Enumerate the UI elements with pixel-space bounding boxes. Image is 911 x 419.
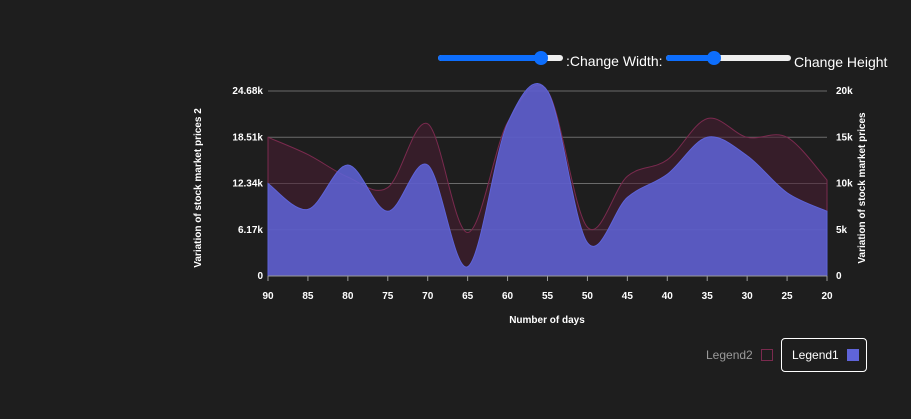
y-left-tick-label: 6.17k <box>238 225 263 236</box>
height-slider-thumb[interactable] <box>706 51 721 65</box>
x-tick-label: 90 <box>262 291 274 302</box>
y-right-tick-label: 5k <box>836 225 848 236</box>
y-right-tick-label: 0 <box>836 271 842 282</box>
x-tick-label: 45 <box>622 291 634 302</box>
series-area-legend1[interactable] <box>267 83 828 277</box>
height-slider[interactable] <box>666 51 791 65</box>
height-slider-label: Change Height <box>794 54 888 70</box>
x-tick-label: 80 <box>342 291 354 302</box>
legend-label-legend2: Legend2 <box>706 348 753 362</box>
legend-item-legend2[interactable]: Legend2 <box>706 338 773 372</box>
y-right-tick-label: 15k <box>836 132 853 143</box>
x-tick-label: 20 <box>821 291 833 302</box>
y-left-tick-label: 12.34k <box>232 179 263 190</box>
y-left-tick-label: 18.51k <box>232 132 263 143</box>
y-right-tick-label: 10k <box>836 179 853 190</box>
width-slider-fill <box>438 55 541 61</box>
x-tick-label: 60 <box>502 291 514 302</box>
x-axis-title: Number of days <box>509 315 585 326</box>
x-tick-label: 50 <box>582 291 594 302</box>
y-left-tick-label: 0 <box>257 271 263 282</box>
axes: 0 0 6.17k 5k 12.34k 10k 18.51k 15k 24.68k 20k 90 85… <box>232 86 853 302</box>
x-tick-label: 40 <box>662 291 674 302</box>
y-left-tick-label: 24.68k <box>232 86 263 97</box>
x-tick-label: 25 <box>782 291 794 302</box>
x-tick-label: 65 <box>462 291 474 302</box>
y-axis-left-title: Variation of stock market prices 2 <box>193 108 204 268</box>
series-areas <box>267 83 828 277</box>
legend-swatch-legend1 <box>846 349 859 361</box>
height-slider-fill <box>666 55 714 61</box>
chart-size-controls: :Change Width: Change Height <box>436 50 896 72</box>
x-tick-label: 70 <box>422 291 434 302</box>
x-tick-label: 30 <box>742 291 754 302</box>
width-slider-label: :Change Width: <box>566 53 663 69</box>
legend-item-legend1[interactable]: Legend1 <box>781 338 867 372</box>
y-right-tick-label: 20k <box>836 86 853 97</box>
x-tick-label: 35 <box>702 291 714 302</box>
width-slider-thumb[interactable] <box>533 51 548 65</box>
legend-label-legend1: Legend1 <box>792 348 839 362</box>
width-slider[interactable] <box>438 51 563 65</box>
legend-swatch-legend2 <box>760 349 773 361</box>
x-tick-label: 55 <box>542 291 554 302</box>
x-tick-label: 85 <box>302 291 314 302</box>
x-tick-label: 75 <box>382 291 394 302</box>
y-axis-right-title: Variation of stock market prices <box>857 112 868 264</box>
legend: Legend2 Legend1 <box>700 338 870 372</box>
